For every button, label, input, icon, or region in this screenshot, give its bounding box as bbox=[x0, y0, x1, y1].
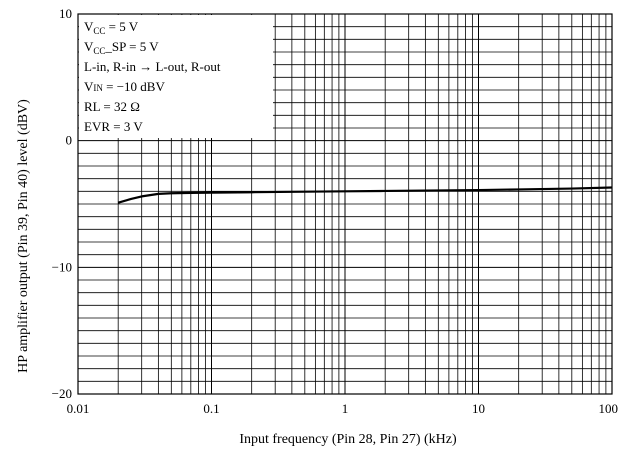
series-layer bbox=[117, 186, 613, 204]
condition-route: L-in, R-in → L-out, R-out bbox=[84, 59, 221, 74]
y-axis-label: HP amplifier output (Pin 39, Pin 40) lev… bbox=[16, 99, 31, 373]
condition-vcc: VCC = 5 V bbox=[84, 19, 139, 36]
x-tick-label: 0.01 bbox=[67, 401, 90, 416]
y-tick-label: 10 bbox=[59, 6, 72, 21]
condition-vcc-sp: VCC_SP = 5 V bbox=[84, 39, 159, 56]
y-tick-label: −20 bbox=[52, 386, 72, 401]
condition-evr: EVR = 3 V bbox=[84, 119, 143, 134]
condition-vin: VIN = −10 dBV bbox=[84, 79, 165, 94]
x-axis-label: Input frequency (Pin 28, Pin 27) (kHz) bbox=[239, 432, 457, 447]
series-line bbox=[117, 186, 613, 204]
condition-rl: RL = 32 Ω bbox=[84, 99, 140, 114]
y-tick-labels: 10 0 −10 −20 bbox=[52, 6, 72, 401]
y-tick-label: −10 bbox=[52, 259, 72, 274]
x-tick-label: 100 bbox=[599, 401, 619, 416]
legend-box: VCC = 5 V VCC_SP = 5 V L-in, R-in → L-ou… bbox=[79, 15, 273, 138]
x-tick-labels: 0.01 0.1 1 10 100 bbox=[67, 401, 618, 416]
x-tick-label: 1 bbox=[342, 401, 349, 416]
legend-background bbox=[79, 15, 273, 138]
x-tick-label: 0.1 bbox=[203, 401, 219, 416]
x-tick-label: 10 bbox=[472, 401, 485, 416]
y-tick-label: 0 bbox=[66, 133, 73, 148]
plot-frame bbox=[77, 13, 613, 395]
